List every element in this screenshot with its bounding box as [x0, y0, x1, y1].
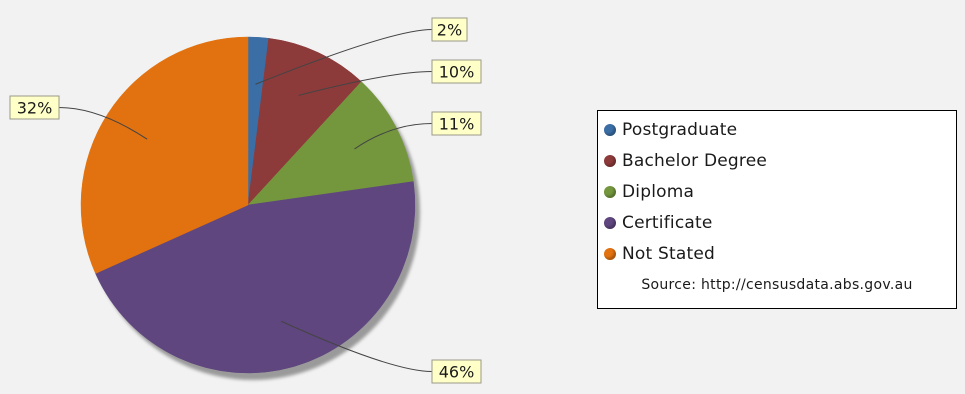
legend-list: Postgraduate Bachelor Degree Diploma Cer… — [598, 111, 956, 269]
legend-item-not-stated: Not Stated — [604, 238, 956, 269]
legend-item-certificate: Certificate — [604, 207, 956, 238]
data-label-postgraduate: 2% — [437, 21, 462, 40]
pie-slice-certificate — [95, 181, 416, 374]
pie-slice-not-stated — [80, 36, 249, 274]
legend-swatch-postgraduate — [604, 123, 616, 136]
chart-source-note: Source: http://censusdata.abs.gov.au — [641, 277, 913, 293]
leader-line-bachelor-degree — [298, 71, 433, 96]
legend-swatch-diploma — [604, 185, 616, 198]
legend-item-diploma: Diploma — [604, 176, 956, 207]
pie-slice-bachelor-degree — [247, 38, 362, 206]
chart-legend: Postgraduate Bachelor Degree Diploma Cer… — [597, 110, 957, 309]
legend-swatch-certificate — [604, 216, 616, 229]
leader-line-diploma — [354, 123, 433, 150]
data-label-not-stated: 32% — [17, 99, 53, 118]
data-label-box-diploma — [431, 111, 482, 136]
legend-label-certificate: Certificate — [622, 212, 713, 233]
leader-line-certificate — [281, 320, 433, 372]
leader-line-postgraduate — [255, 29, 433, 85]
data-label-bachelor-degree: 10% — [439, 63, 475, 82]
legend-label-postgraduate: Postgraduate — [622, 119, 738, 140]
data-label-box-postgraduate — [431, 17, 468, 42]
data-label-box-bachelor-degree — [431, 59, 482, 84]
data-label-box-not-stated — [9, 95, 60, 120]
legend-label-not-stated: Not Stated — [622, 243, 715, 264]
pie-slice-diploma — [247, 81, 414, 206]
data-label-certificate: 46% — [439, 363, 475, 382]
data-label-diploma: 11% — [439, 115, 475, 134]
legend-swatch-bachelor-degree — [604, 154, 616, 167]
leader-line-not-stated — [58, 107, 148, 140]
legend-item-bachelor-degree: Bachelor Degree — [604, 145, 956, 176]
data-label-box-certificate — [431, 359, 482, 384]
legend-item-postgraduate: Postgraduate — [604, 114, 956, 145]
legend-label-diploma: Diploma — [622, 181, 695, 202]
legend-label-bachelor-degree: Bachelor Degree — [622, 150, 768, 171]
legend-swatch-not-stated — [604, 247, 616, 260]
